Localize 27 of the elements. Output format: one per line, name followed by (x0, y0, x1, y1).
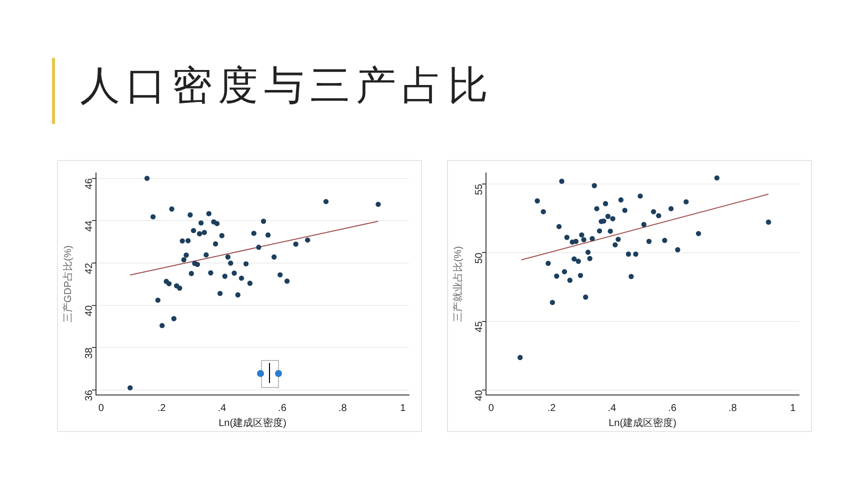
y-tick-label: 44 (84, 220, 95, 232)
x-tick-label: .6 (668, 402, 677, 414)
y-tick-label: 40 (474, 389, 485, 402)
x-tick-label: .8 (728, 402, 738, 414)
x-tick-label: .4 (218, 402, 226, 414)
x-tick-label: .4 (608, 402, 616, 414)
y-axis-title: 三产就业占比(%) (452, 246, 464, 322)
x-axis-title: Ln(建成区密度) (608, 416, 676, 429)
y-tick-label: 45 (474, 320, 485, 332)
y-tick-label: 46 (84, 178, 95, 190)
x-tick-label: 1 (790, 402, 796, 414)
y-tick-label: 36 (84, 389, 95, 402)
y-tick-label: 55 (474, 184, 485, 196)
x-tick-label: .8 (338, 402, 348, 414)
y-tick-label: 38 (84, 347, 95, 359)
y-axis-title: 三产GDP占比(%) (62, 245, 74, 323)
x-tick-label: .2 (157, 402, 166, 414)
x-tick-label: .2 (547, 402, 556, 414)
x-tick-label: 0 (488, 402, 494, 414)
y-tick-label: 50 (474, 252, 485, 264)
y-tick-label: 42 (84, 262, 95, 274)
y-tick-label: 40 (84, 304, 95, 316)
x-tick-label: 0 (98, 402, 104, 414)
chart-title: 人口密度与三产占比 (80, 62, 494, 111)
x-tick-label: 1 (400, 402, 406, 414)
x-tick-label: .6 (278, 402, 287, 414)
x-axis-title: Ln(建成区密度) (218, 416, 286, 429)
